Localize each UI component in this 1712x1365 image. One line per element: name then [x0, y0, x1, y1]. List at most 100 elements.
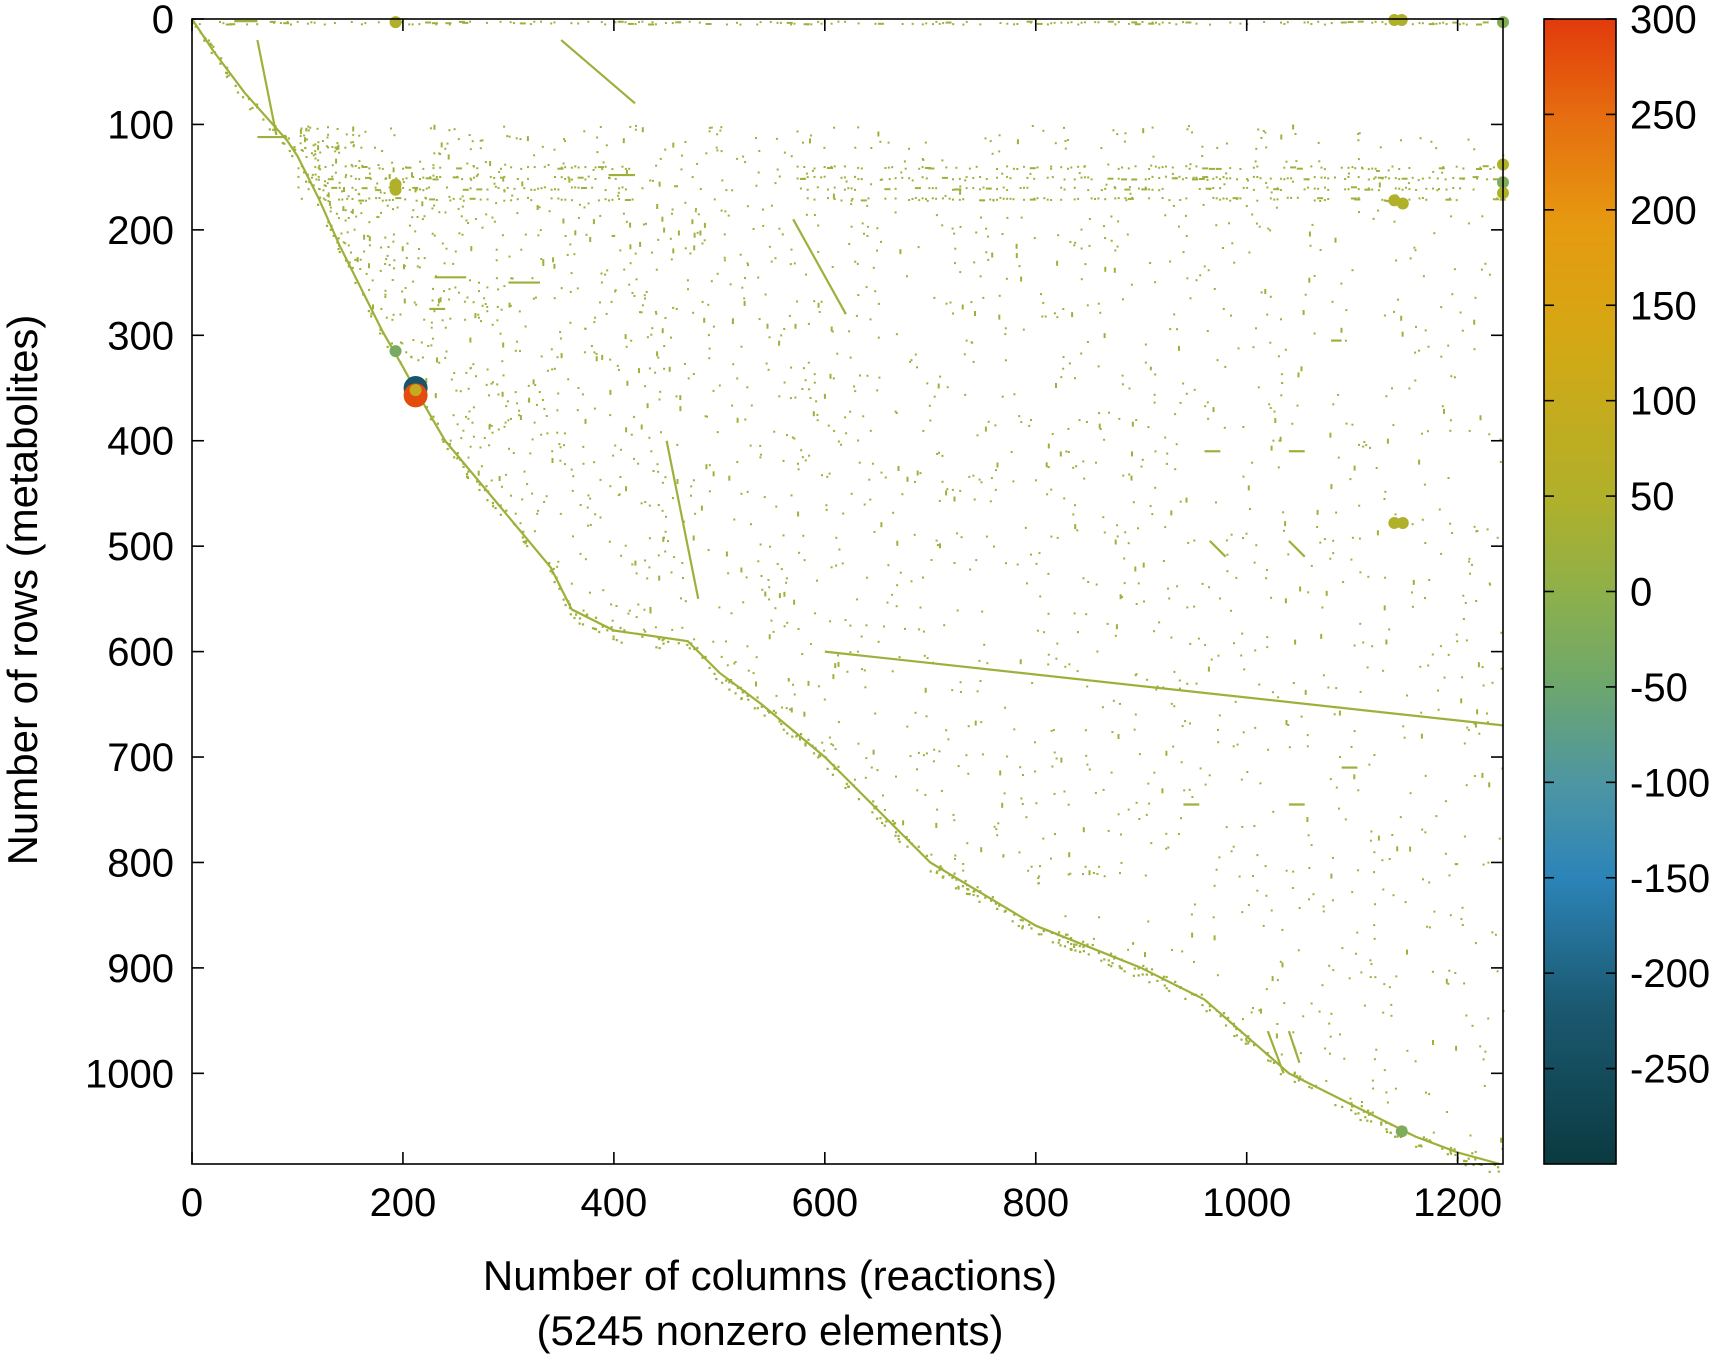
- nonzero-dot: [1161, 197, 1164, 200]
- nonzero-dot: [1269, 229, 1272, 232]
- nonzero-dot: [1392, 424, 1395, 427]
- colorbar-tick-label: 200: [1630, 189, 1697, 233]
- nonzero-dot: [1088, 768, 1091, 771]
- nonzero-dot: [533, 166, 536, 169]
- nonzero-dot: [692, 373, 695, 375]
- nonzero-dot: [1205, 187, 1212, 190]
- nonzero-dot: [1278, 439, 1281, 442]
- nonzero-dot: [941, 867, 944, 870]
- nonzero-dot: [441, 438, 444, 441]
- nonzero-dot: [1242, 731, 1245, 734]
- nonzero-dot: [547, 164, 550, 166]
- nonzero-dot: [743, 297, 746, 300]
- nonzero-dot: [1398, 187, 1401, 190]
- nonzero-dot: [347, 195, 350, 198]
- nonzero-dot: [925, 167, 931, 169]
- nonzero-dot: [837, 440, 840, 443]
- nonzero-dot: [499, 504, 502, 507]
- nonzero-dot: [331, 164, 334, 167]
- nonzero-dot: [665, 515, 667, 518]
- nonzero-dot: [1021, 925, 1024, 928]
- nonzero-dot: [670, 336, 672, 339]
- nonzero-dot: [851, 198, 854, 200]
- nonzero-dot: [1419, 665, 1422, 668]
- nonzero-dot: [731, 404, 734, 407]
- nonzero-dot: [967, 888, 970, 891]
- nonzero-dot: [975, 559, 978, 562]
- nonzero-dot: [1428, 1093, 1431, 1096]
- nonzero-dot: [826, 475, 829, 478]
- nonzero-dot: [229, 23, 236, 26]
- nonzero-dot: [1022, 328, 1025, 331]
- nonzero-dot: [354, 281, 357, 285]
- nonzero-dot: [484, 303, 487, 305]
- nonzero-dot: [1383, 983, 1386, 986]
- nonzero-dot: [1209, 23, 1211, 26]
- nonzero-dot: [1435, 22, 1438, 25]
- nonzero-dot: [386, 254, 389, 257]
- nonzero-dot: [1016, 563, 1019, 566]
- nonzero-dot: [309, 126, 312, 129]
- nonzero-dot: [922, 576, 924, 579]
- nonzero-dot: [439, 166, 442, 169]
- nonzero-dot: [462, 188, 469, 191]
- nonzero-dot: [1036, 629, 1039, 632]
- nonzero-dot: [604, 273, 607, 276]
- nonzero-dot: [1069, 872, 1072, 875]
- nonzero-dot: [1189, 163, 1192, 166]
- nonzero-dot: [1120, 833, 1122, 836]
- nonzero-dot: [375, 189, 382, 192]
- nonzero-dot: [392, 313, 395, 316]
- nonzero-dot: [996, 198, 998, 201]
- nonzero-dot: [564, 177, 567, 180]
- nonzero-dot: [1330, 22, 1333, 25]
- nonzero-dot: [472, 165, 475, 167]
- nonzero-dot: [219, 21, 221, 23]
- nonzero-dot: [1468, 429, 1471, 432]
- nonzero-dot: [1377, 835, 1380, 841]
- nonzero-dot: [425, 406, 429, 409]
- nonzero-dot: [577, 176, 584, 179]
- nonzero-dot: [583, 206, 586, 209]
- nonzero-dot: [1102, 788, 1105, 791]
- nonzero-dot: [496, 306, 499, 308]
- nonzero-dot: [350, 141, 353, 144]
- nonzero-dot: [405, 166, 412, 169]
- nonzero-dot: [516, 340, 519, 343]
- nonzero-dot: [578, 203, 581, 206]
- nonzero-dot: [954, 247, 957, 250]
- nonzero-dot: [456, 175, 459, 178]
- nonzero-dot: [1020, 216, 1023, 219]
- nonzero-dot: [358, 178, 361, 181]
- nonzero-dot: [830, 566, 833, 569]
- nonzero-segment: [1209, 540, 1227, 558]
- nonzero-dot: [938, 750, 941, 753]
- nonzero-dot: [657, 356, 660, 359]
- nonzero-dot: [610, 626, 613, 629]
- nonzero-dot: [568, 606, 571, 610]
- nonzero-segment: [665, 440, 700, 600]
- nonzero-dot: [1401, 177, 1408, 180]
- nonzero-dot: [759, 444, 762, 447]
- nonzero-dot: [984, 137, 987, 140]
- nonzero-dot: [952, 312, 954, 315]
- nonzero-dot: [1195, 993, 1198, 996]
- nonzero-dot: [778, 593, 781, 599]
- y-tick-label: 100: [107, 103, 174, 147]
- nonzero-dot: [417, 359, 420, 362]
- nonzero-dot: [423, 318, 426, 321]
- nonzero-dot: [1334, 237, 1337, 243]
- y-tick-label: 600: [107, 631, 174, 675]
- nonzero-dot: [1152, 155, 1155, 158]
- nonzero-dot: [1381, 859, 1384, 862]
- nonzero-dot: [746, 205, 749, 208]
- nonzero-dot: [725, 640, 727, 643]
- nonzero-dot: [1165, 987, 1168, 990]
- nonzero-dot: [922, 630, 925, 633]
- nonzero-dot: [1134, 713, 1137, 716]
- nonzero-dot: [540, 187, 543, 190]
- nonzero-dot: [1135, 673, 1138, 676]
- nonzero-dot: [756, 23, 759, 26]
- nonzero-dot: [505, 509, 508, 512]
